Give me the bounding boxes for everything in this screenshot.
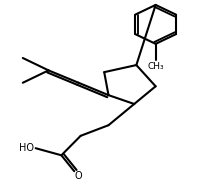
Text: CH₃: CH₃ xyxy=(147,61,164,70)
Text: HO: HO xyxy=(18,143,33,153)
Text: O: O xyxy=(75,171,82,181)
